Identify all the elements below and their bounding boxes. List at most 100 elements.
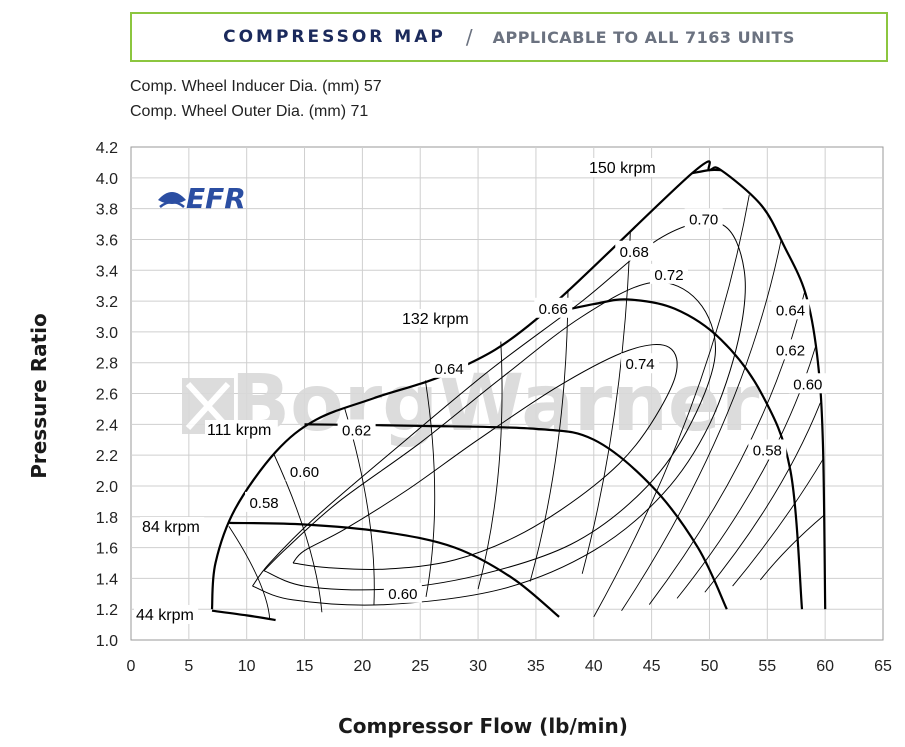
speed-line-132-krpm — [535, 298, 804, 610]
y-tick-label: 2.8 — [96, 356, 118, 373]
y-tick-label: 2.6 — [96, 387, 118, 404]
speed-label-bg — [205, 420, 278, 439]
efficiency-label: 0.68 — [620, 244, 649, 261]
efficiency-label-bg — [771, 339, 810, 360]
efficiency-label: 0.62 — [342, 422, 371, 439]
efficiency-label: 0.60 — [388, 586, 417, 603]
speed-label-bg — [140, 517, 205, 536]
y-tick-label: 3.2 — [96, 294, 118, 311]
efficiency-label-bg — [788, 373, 827, 394]
spec-outer-diameter: Comp. Wheel Outer Dia. (mm) 71 — [130, 103, 369, 120]
header-separator: / — [465, 25, 473, 49]
efficiency-island-070 — [252, 221, 746, 606]
y-tick-label: 4.2 — [96, 140, 118, 157]
x-tick-label: 45 — [643, 658, 661, 675]
x-tick-label: 20 — [353, 658, 371, 675]
y-tick-label: 3.8 — [96, 202, 118, 219]
efficiency-label-bg — [430, 357, 469, 378]
efficiency-island-074 — [292, 344, 678, 571]
efficiency-label-bg — [649, 263, 688, 284]
x-tick-label: 60 — [816, 658, 834, 675]
efficiency-band-line — [760, 515, 825, 581]
speed-label-bg — [134, 605, 199, 624]
speed-label-111-krpm: 111 krpm — [207, 422, 271, 439]
efficiency-band-line — [273, 454, 323, 613]
x-tick-label: 50 — [701, 658, 719, 675]
x-tick-label: 0 — [127, 658, 136, 675]
efr-logo-text: EFR — [186, 182, 246, 215]
speed-label-44-krpm: 44 krpm — [136, 607, 194, 624]
efficiency-label: 0.60 — [793, 376, 822, 393]
efficiency-label-bg — [285, 461, 324, 482]
watermark-text: BorgWarner — [231, 359, 760, 449]
efficiency-label-bg — [534, 297, 573, 318]
efficiency-label: 0.60 — [290, 464, 319, 481]
spec-inducer-diameter: Comp. Wheel Inducer Dia. (mm) 57 — [130, 78, 382, 95]
efficiency-label-bg — [245, 491, 284, 512]
efficiency-label-bg — [615, 240, 654, 261]
header-banner: COMPRESSOR MAP / APPLICABLE TO ALL 7163 … — [130, 12, 888, 62]
y-tick-label: 1.4 — [96, 571, 118, 588]
surge-line — [210, 160, 722, 610]
y-tick-label: 1.8 — [96, 510, 118, 527]
efficiency-band-line — [529, 289, 569, 582]
x-tick-label: 40 — [585, 658, 603, 675]
efficiency-band-line — [424, 380, 436, 597]
speed-line-84-krpm — [229, 521, 560, 618]
y-tick-label: 2.4 — [96, 417, 118, 434]
x-axis-label: Compressor Flow (lb/min) — [338, 714, 628, 738]
efficiency-label-bg — [337, 419, 376, 440]
efficiency-band-line — [648, 291, 806, 605]
efficiency-label: 0.58 — [249, 495, 278, 512]
x-tick-label: 5 — [184, 658, 193, 675]
efficiency-label-bg — [621, 353, 660, 374]
efficiency-label-bg — [771, 299, 810, 320]
efficiency-label: 0.72 — [654, 267, 683, 284]
efficiency-label: 0.64 — [776, 302, 805, 319]
x-tick-label: 10 — [238, 658, 256, 675]
efr-logo-swirl-icon — [158, 192, 186, 204]
y-tick-label: 2.2 — [96, 448, 118, 465]
speed-label-132-krpm: 132 krpm — [402, 311, 469, 328]
x-tick-label: 15 — [296, 658, 314, 675]
speed-line-44-krpm — [211, 609, 276, 622]
x-tick-label: 55 — [758, 658, 776, 675]
y-axis-label: Pressure Ratio — [27, 313, 51, 479]
efficiency-label-bg — [684, 208, 723, 229]
efficiency-label: 0.70 — [689, 211, 718, 228]
efficiency-band-line — [593, 194, 750, 618]
efficiency-band-line — [228, 526, 271, 621]
speed-line-150-krpm — [691, 166, 827, 610]
efficiency-label: 0.66 — [539, 301, 568, 318]
y-tick-label: 3.4 — [96, 263, 118, 280]
efficiency-label: 0.64 — [435, 361, 464, 378]
y-tick-label: 1.6 — [96, 541, 118, 558]
speed-label-84-krpm: 84 krpm — [142, 519, 200, 536]
y-tick-label: 3.0 — [96, 325, 118, 342]
speed-line-111-krpm — [304, 423, 728, 610]
y-tick-label: 1.0 — [96, 633, 118, 650]
speed-label-150-krpm: 150 krpm — [589, 160, 656, 177]
speed-label-bg — [587, 158, 660, 177]
y-tick-label: 2.0 — [96, 479, 118, 496]
efficiency-label: 0.58 — [753, 443, 782, 460]
efr-logo: EFR — [158, 182, 246, 215]
y-tick-label: 4.0 — [96, 171, 118, 188]
efficiency-label: 0.62 — [776, 342, 805, 359]
header-title: COMPRESSOR MAP — [223, 27, 446, 47]
y-tick-label: 1.2 — [96, 602, 118, 619]
efficiency-island-072 — [263, 281, 716, 591]
efficiency-label-bg — [383, 582, 422, 603]
speed-label-bg — [400, 309, 473, 328]
efficiency-label-bg — [748, 439, 787, 460]
efr-logo-swirl-icon — [159, 200, 185, 208]
efficiency-band-line — [621, 240, 782, 611]
y-tick-label: 3.6 — [96, 232, 118, 249]
x-tick-label: 30 — [469, 658, 487, 675]
efficiency-label: 0.74 — [625, 356, 654, 373]
efficiency-band-line — [732, 458, 824, 587]
x-tick-label: 35 — [527, 658, 545, 675]
x-tick-label: 65 — [874, 658, 892, 675]
efficiency-band-line — [704, 402, 821, 593]
